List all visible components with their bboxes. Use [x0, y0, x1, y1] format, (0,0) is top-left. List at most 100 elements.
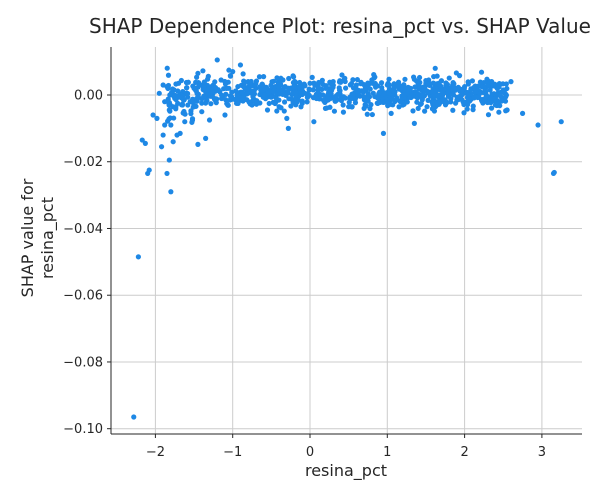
- data-point: [275, 83, 281, 89]
- data-point: [486, 78, 492, 85]
- y-tick-label: −0.06: [63, 289, 103, 304]
- data-point: [185, 102, 191, 108]
- data-point: [450, 107, 456, 113]
- data-point: [469, 78, 475, 84]
- data-point: [262, 92, 268, 98]
- y-tick-label: −0.08: [63, 355, 103, 370]
- data-point: [336, 85, 342, 91]
- data-point: [494, 84, 500, 90]
- data-point: [224, 85, 230, 91]
- data-point: [201, 79, 207, 85]
- y-tick-label: −0.04: [63, 222, 103, 237]
- data-point: [280, 88, 286, 94]
- data-point: [227, 93, 234, 99]
- data-point: [285, 125, 291, 131]
- data-point: [193, 98, 200, 104]
- data-point: [282, 91, 288, 98]
- data-point: [266, 100, 272, 107]
- data-point: [386, 82, 392, 88]
- data-point: [436, 82, 442, 88]
- data-point: [422, 108, 428, 114]
- data-point: [496, 109, 502, 115]
- data-point: [325, 96, 331, 102]
- y-axis-label-line: SHAP value for: [18, 178, 37, 298]
- data-point: [402, 76, 408, 82]
- data-point: [180, 110, 186, 116]
- data-point: [222, 112, 228, 118]
- data-point: [268, 82, 274, 88]
- chart-title: SHAP Dependence Plot: resina_pct vs. SHA…: [89, 14, 591, 38]
- data-point: [429, 106, 436, 112]
- data-point: [340, 109, 347, 115]
- data-point: [165, 96, 171, 102]
- data-point: [257, 91, 263, 98]
- data-point: [165, 72, 172, 78]
- data-point: [292, 78, 298, 85]
- data-point: [349, 104, 355, 110]
- data-point: [339, 72, 345, 78]
- data-point: [411, 74, 417, 80]
- data-point: [275, 79, 281, 85]
- data-point: [488, 105, 495, 111]
- data-point: [404, 99, 410, 105]
- data-point: [465, 81, 471, 87]
- data-point: [182, 119, 188, 125]
- data-point: [168, 122, 174, 128]
- data-point: [416, 74, 423, 81]
- data-point: [407, 94, 413, 100]
- data-point: [309, 74, 315, 80]
- data-point: [173, 81, 179, 87]
- x-tick-label: 3: [538, 445, 546, 460]
- data-point: [307, 80, 313, 86]
- data-point: [471, 95, 477, 101]
- y-axis-label-line: resina_pct: [38, 196, 57, 280]
- data-point: [395, 83, 401, 89]
- data-point: [239, 95, 245, 101]
- data-point: [196, 80, 202, 86]
- data-point: [340, 94, 347, 100]
- data-point: [465, 92, 471, 99]
- data-point: [223, 91, 229, 97]
- data-point: [164, 65, 170, 71]
- data-point: [183, 85, 190, 91]
- data-point: [178, 95, 185, 101]
- data-point: [225, 79, 231, 85]
- data-point: [164, 170, 170, 177]
- data-point: [425, 81, 431, 87]
- axes: [110, 47, 582, 435]
- data-point: [483, 94, 489, 100]
- x-tick-label: 2: [460, 445, 468, 460]
- data-point: [316, 79, 322, 86]
- data-point: [338, 79, 344, 85]
- data-point: [237, 62, 244, 68]
- data-point: [324, 105, 330, 111]
- data-point: [412, 84, 418, 90]
- data-point: [420, 86, 426, 92]
- data-point: [169, 86, 176, 92]
- data-point: [477, 79, 483, 85]
- data-point: [452, 100, 459, 106]
- data-point: [162, 122, 168, 128]
- data-point: [432, 65, 438, 71]
- data-point: [364, 111, 370, 117]
- data-point: [225, 102, 231, 108]
- data-point: [492, 96, 498, 102]
- data-point: [204, 87, 210, 93]
- data-point: [311, 80, 317, 86]
- x-tick-label: 0: [306, 445, 314, 460]
- y-ticks: 0.00 −0.02 −0.04 −0.06 −0.08 −0.10: [63, 89, 111, 437]
- data-point: [333, 93, 339, 99]
- data-point: [194, 90, 200, 96]
- data-point: [369, 111, 375, 118]
- data-point: [320, 81, 326, 87]
- data-point: [214, 57, 220, 63]
- data-point: [415, 80, 421, 86]
- data-point: [415, 105, 421, 111]
- data-point: [218, 92, 225, 98]
- data-point: [281, 99, 288, 105]
- data-point: [212, 79, 218, 85]
- data-point: [171, 115, 177, 121]
- data-point: [503, 108, 509, 114]
- data-point: [246, 99, 252, 105]
